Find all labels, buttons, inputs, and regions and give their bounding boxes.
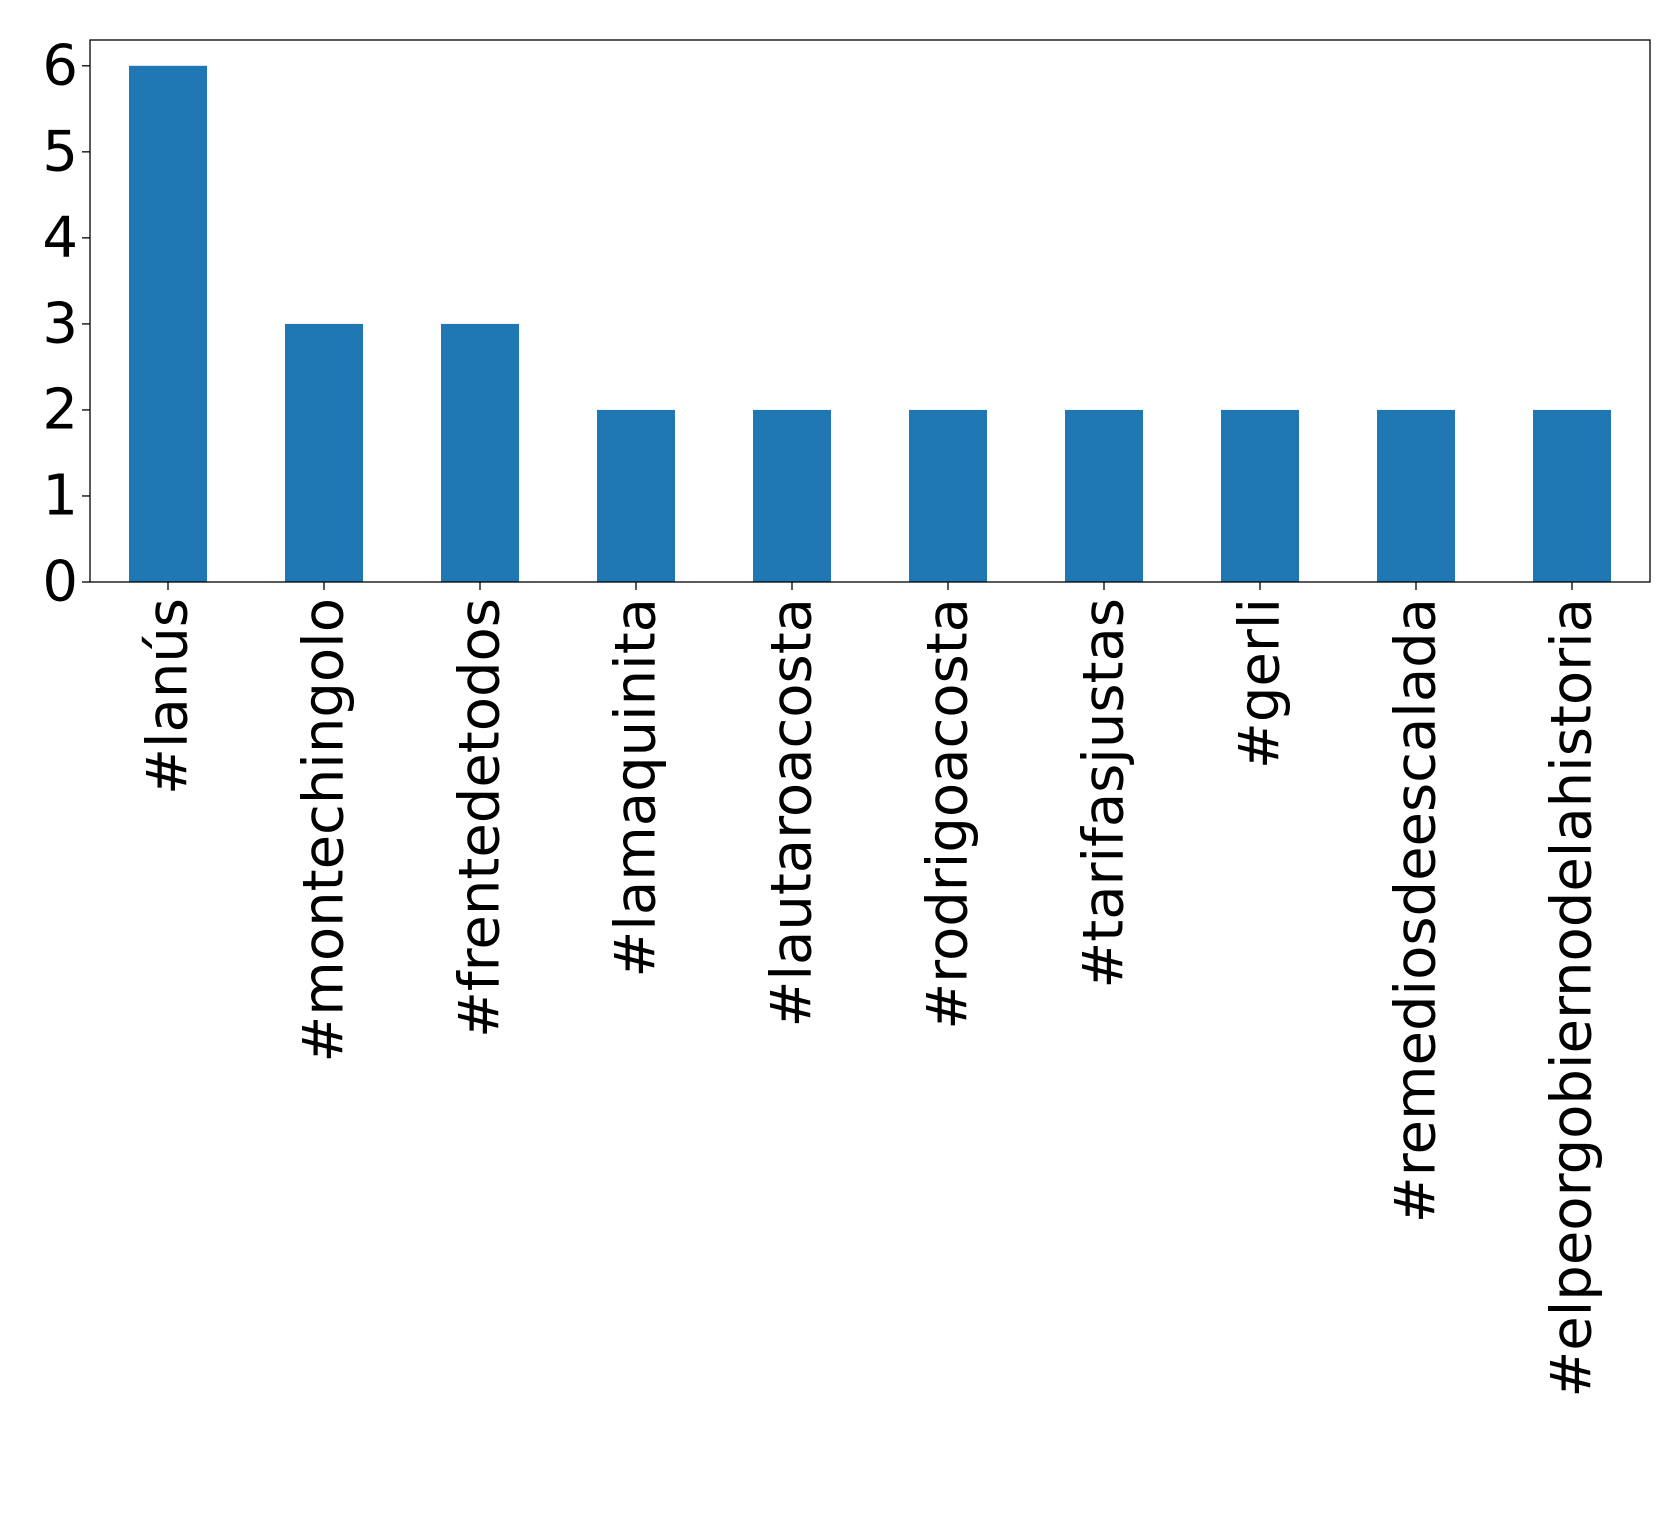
x-axis: #lanús #montechingolo #frentedetodos #lamaq…: [136, 582, 1605, 1398]
bar: [129, 65, 207, 583]
x-tick-label: #montechingolo: [292, 598, 357, 1063]
plot-frame: [89, 39, 1651, 583]
bar: [1377, 409, 1455, 582]
x-tick-label: #remediosdeescalada: [1384, 598, 1449, 1223]
y-tick-label: 2: [42, 377, 78, 442]
bar: [441, 323, 519, 582]
bar: [597, 409, 675, 582]
bar: [1065, 409, 1143, 582]
y-axis: 0 1 2 3 4 5 6: [42, 33, 90, 615]
x-tick-label: #lanús: [136, 598, 201, 795]
y-tick-label: 5: [42, 119, 78, 184]
y-tick-label: 4: [42, 205, 78, 270]
x-tick-label: #lamaquinita: [604, 598, 669, 978]
bar: [909, 409, 987, 582]
y-tick-label: 3: [42, 291, 78, 356]
x-tick-label: #elpeorgobiernodelahistoria: [1540, 598, 1605, 1398]
bar: [753, 409, 831, 582]
x-tick-label: #rodrigoacosta: [916, 598, 981, 1030]
bars-group: [129, 65, 1611, 583]
bar: [1221, 409, 1299, 582]
y-tick-label: 1: [42, 463, 78, 528]
x-tick-label: #lautaroacosta: [760, 598, 825, 1027]
x-tick-label: #tarifasjustas: [1072, 598, 1137, 989]
y-tick-label: 6: [42, 33, 78, 98]
x-tick-label: #gerli: [1228, 598, 1293, 769]
y-tick-label: 0: [42, 550, 78, 615]
bar: [1533, 409, 1611, 582]
bar: [285, 323, 363, 582]
x-tick-label: #frentedetodos: [448, 598, 513, 1038]
